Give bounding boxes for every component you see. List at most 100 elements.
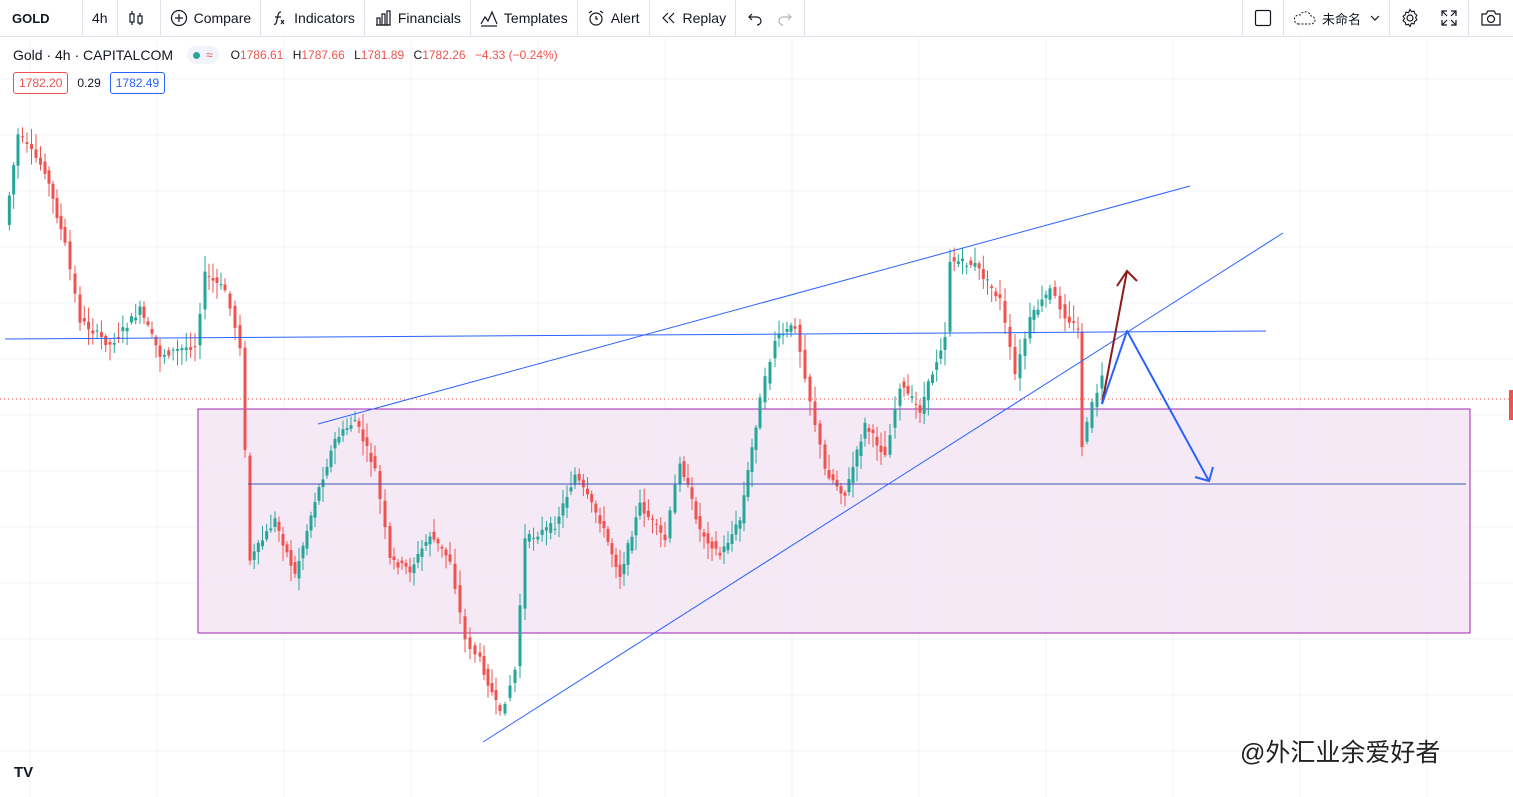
candle-body <box>863 422 867 439</box>
watermark-text: @外汇业余爱好者 <box>1240 739 1441 767</box>
candle-body <box>39 157 42 165</box>
settings-button[interactable] <box>1390 0 1430 37</box>
support-zone-rectangle[interactable] <box>197 408 1471 634</box>
candle-body <box>943 336 947 350</box>
candle-body <box>638 502 642 516</box>
candle-body <box>256 542 260 552</box>
candle-body <box>961 258 964 262</box>
candle-body <box>78 294 82 323</box>
candle-body <box>63 227 67 243</box>
tradingview-logo[interactable]: TV <box>14 764 34 781</box>
candle-body <box>839 486 843 494</box>
open-value: 1786.61 <box>239 48 284 62</box>
candle-body <box>1048 288 1052 300</box>
toolbar-divider <box>735 0 737 37</box>
candle-body <box>87 321 91 330</box>
candle-body <box>167 350 171 356</box>
symbol-search-button[interactable]: GOLD <box>0 0 82 37</box>
price-chart[interactable] <box>0 38 1513 797</box>
candle-body <box>1063 304 1067 319</box>
candle-body <box>219 284 223 286</box>
templates-button[interactable]: Templates <box>471 0 577 37</box>
templates-label: Templates <box>503 10 568 26</box>
chevron-down-icon <box>1369 9 1381 27</box>
sell-price-button[interactable]: 1782.20 <box>13 72 69 94</box>
candle-body <box>273 518 277 527</box>
bearish-arrow[interactable] <box>1101 330 1214 483</box>
candle-body <box>781 334 785 336</box>
indicators-button[interactable]: Indicators <box>261 0 364 37</box>
candle-body <box>189 347 193 350</box>
redo-button[interactable] <box>770 0 804 37</box>
candle-body <box>835 479 839 487</box>
horizontal-resistance-line[interactable] <box>4 330 1267 340</box>
candle-body <box>614 554 618 567</box>
candle-body <box>879 445 883 453</box>
buy-price-button[interactable]: 1782.49 <box>109 72 166 94</box>
candle-body <box>305 530 309 549</box>
candle-body <box>569 487 573 492</box>
market-status-pill[interactable]: ≈ <box>187 46 219 64</box>
candle-body <box>742 495 746 524</box>
candle-body <box>490 683 494 693</box>
candle-body <box>428 536 432 545</box>
candle-body <box>910 396 914 399</box>
fullscreen-button[interactable] <box>1430 0 1468 37</box>
candle-body <box>532 537 536 539</box>
upper-trendline[interactable] <box>317 185 1191 425</box>
candle-body <box>171 349 175 351</box>
square-icon <box>1254 9 1272 27</box>
candle-body <box>248 455 252 561</box>
candle-body <box>549 523 553 533</box>
candle-body <box>463 616 467 640</box>
candle-body <box>329 450 333 468</box>
compare-label: Compare <box>193 10 252 26</box>
save-layout-button[interactable]: 未命名 <box>1284 0 1389 37</box>
candle-body <box>104 335 108 346</box>
high-value: 1787.66 <box>301 48 345 62</box>
candle-body <box>867 428 871 432</box>
chart-type-button[interactable] <box>118 0 160 37</box>
candle-body <box>211 278 215 281</box>
candle-body <box>898 388 902 406</box>
candle-body <box>518 605 522 667</box>
candle-body <box>586 488 589 495</box>
interval-button[interactable]: 4h <box>83 0 117 37</box>
chart-legend: Gold · 4h · CAPITALCOM ≈ O1786.61 H1787.… <box>13 46 564 64</box>
candle-body <box>7 195 11 225</box>
candle-body <box>673 484 677 513</box>
undo-button[interactable] <box>736 0 770 37</box>
legend-title[interactable]: Gold · 4h · CAPITALCOM <box>13 47 174 63</box>
candle-body <box>55 197 59 219</box>
candle-body <box>610 543 614 555</box>
lower-trendline[interactable] <box>482 232 1284 743</box>
candle-body <box>1072 321 1076 323</box>
candle-body <box>893 408 897 428</box>
candle-body <box>47 170 51 184</box>
candle-body <box>859 441 863 456</box>
candle-body <box>702 532 706 537</box>
candle-body <box>1058 295 1062 310</box>
replay-button[interactable]: Replay <box>650 0 736 37</box>
market-open-dot <box>193 51 201 59</box>
snapshot-button[interactable] <box>1469 0 1513 37</box>
financials-button[interactable]: Financials <box>365 0 470 37</box>
candle-body <box>990 286 994 289</box>
candle-body <box>293 562 297 574</box>
candle-body <box>34 149 38 158</box>
candle-body <box>994 291 998 297</box>
candle-body <box>95 330 99 332</box>
bullish-arrow[interactable] <box>1101 269 1138 405</box>
candle-body <box>313 501 317 518</box>
candle-body <box>281 534 285 546</box>
layout-select-button[interactable] <box>1243 0 1283 37</box>
candle-body <box>59 215 63 230</box>
compare-button[interactable]: Compare <box>161 0 261 37</box>
alert-button[interactable]: Alert <box>578 0 649 37</box>
camera-icon <box>1480 9 1502 27</box>
candle-body <box>392 556 396 561</box>
candle-body <box>730 534 734 544</box>
candle-body <box>361 429 365 442</box>
candle-body <box>207 276 211 278</box>
candle-body <box>99 332 103 338</box>
